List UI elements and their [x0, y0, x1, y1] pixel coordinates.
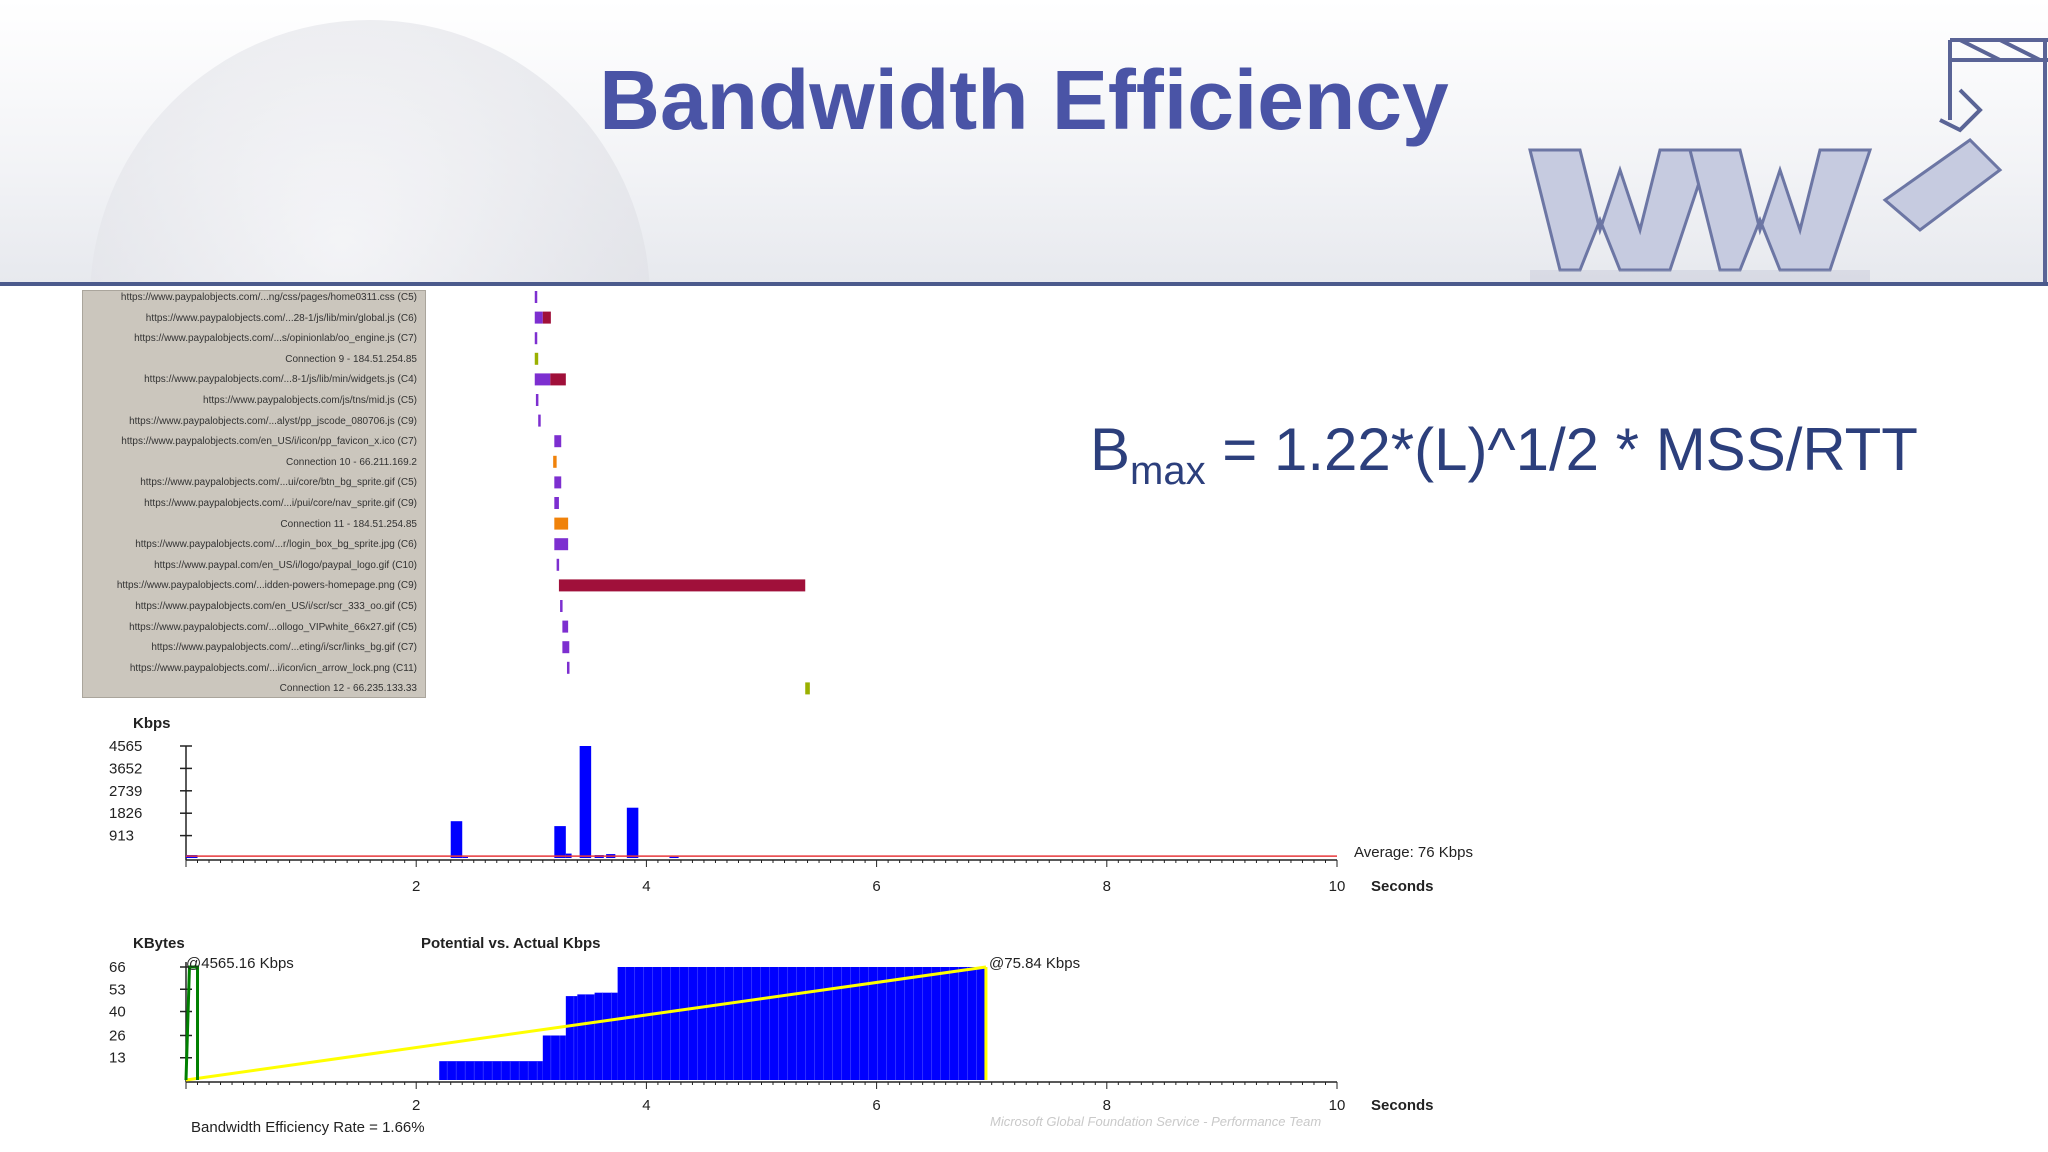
kbps-bar	[565, 853, 572, 858]
kbytes-xtick-label: 8	[1103, 1097, 1111, 1114]
kbytes-xtick-label: 2	[412, 1097, 420, 1114]
waterfall-row-label: https://www.paypalobjects.com/...ng/css/…	[120, 292, 417, 303]
waterfall-row-label: Connection 11 - 184.51.254.85	[280, 518, 417, 530]
waterfall-bar	[562, 620, 569, 633]
waterfall-bar	[554, 538, 569, 551]
waterfall-bar	[554, 497, 559, 509]
kbytes-ytick-label: 26	[109, 1027, 126, 1044]
kbps-bar	[626, 807, 639, 858]
kbytes-green-line	[184, 965, 200, 1081]
waterfall-bar	[805, 682, 810, 695]
kbytes-step-bar	[565, 996, 578, 1080]
kbps-ytick-label: 3652	[109, 760, 142, 777]
kbps-bar	[554, 826, 566, 858]
kbps-bar	[186, 855, 198, 858]
kbps-bar	[450, 821, 463, 858]
waterfall-bar	[535, 394, 539, 406]
kbps-ytick-label: 913	[109, 828, 134, 845]
slide-title: Bandwidth Efficiency	[599, 53, 1449, 147]
kbps-bar	[669, 856, 679, 858]
kbytes-ytick-label: 53	[109, 981, 126, 998]
waterfall-row-label: Connection 10 - 66.211.169.2	[285, 456, 417, 468]
waterfall-bar	[534, 311, 543, 324]
kbps-average-label: Average: 76 Kbps	[1354, 844, 1473, 861]
waterfall-row-label: https://www.paypalobjects.com/...8-1/js/…	[144, 374, 417, 386]
waterfall-row-label: https://www.paypalobjects.com/...ui/core…	[140, 477, 417, 489]
waterfall-row-label: https://www.paypalobjects.com/...idden-p…	[116, 580, 417, 592]
waterfall-bar	[534, 291, 538, 303]
waterfall-row-label: https://www.paypalobjects.com/en_US/i/ic…	[121, 436, 417, 448]
waterfall-row-label: https://www.paypalobjects.com/...s/opini…	[134, 333, 417, 345]
kbps-xtick-label: 2	[412, 878, 420, 895]
kbps-bar	[594, 855, 604, 858]
waterfall-row-label: https://www.paypal.com/en_US/i/logo/payp…	[154, 559, 417, 571]
waterfall-row-label: https://www.paypalobjects.com/...alyst/p…	[129, 415, 417, 427]
kbps-xlabel: Seconds	[1371, 878, 1434, 895]
waterfall-bar	[534, 352, 539, 365]
waterfall-row-label: https://www.paypalobjects.com/js/tns/mid…	[203, 395, 417, 406]
kbps-xtick-label: 6	[872, 878, 880, 895]
kbps-ytick-label: 4565	[109, 738, 142, 755]
kbps-ytick-label: 1826	[109, 805, 142, 822]
kbytes-step-bar	[542, 1035, 566, 1080]
waterfall-bar	[566, 661, 570, 674]
kbps-ylabel: Kbps	[133, 715, 171, 732]
www-logo	[1528, 38, 2048, 282]
waterfall-bar	[550, 373, 566, 386]
waterfall-bar	[553, 455, 557, 468]
kbytes-ylabel: KBytes	[133, 935, 185, 952]
waterfall-bar	[556, 558, 560, 571]
kbytes-ytick-label: 13	[109, 1050, 126, 1067]
kbps-bar	[579, 746, 592, 858]
waterfall-bar	[562, 641, 570, 654]
waterfall-row-label: https://www.paypalobjects.com/en_US/i/sc…	[135, 601, 417, 612]
waterfall-bar	[534, 373, 551, 386]
formula-rest: = 1.22*(L)^1/2 * MSS/RTT	[1205, 416, 1918, 483]
kbytes-step-bar	[577, 994, 595, 1080]
formula-base: B	[1090, 416, 1131, 483]
waterfall-bar	[542, 311, 551, 324]
header-divider	[0, 282, 2048, 286]
waterfall-bar	[538, 414, 541, 427]
waterfall-bar	[560, 600, 563, 612]
kbytes-ytick-label: 40	[109, 1004, 126, 1021]
kbps-xtick-label: 4	[642, 878, 650, 895]
waterfall-bar	[554, 517, 569, 530]
bandwidth-formula: Bmax = 1.22*(L)^1/2 * MSS/RTT	[1090, 415, 1918, 494]
kbytes-yellow-line	[185, 965, 987, 1082]
kbytes-xlabel: Seconds	[1371, 1097, 1434, 1114]
kbytes-step-bar	[439, 1061, 543, 1080]
waterfall-bar	[554, 435, 562, 448]
kbps-xtick-label: 8	[1103, 878, 1111, 895]
waterfall-bar	[534, 332, 538, 345]
waterfall-row-label: Connection 12 - 66.235.133.33	[279, 683, 417, 695]
slide-header: Bandwidth Efficiency	[0, 0, 2048, 282]
kbytes-peak-annotation: @4565.16 Kbps	[186, 955, 294, 972]
waterfall-row-label: https://www.paypalobjects.com/...28-1/js…	[145, 312, 417, 324]
waterfall-label-panel: https://www.paypalobjects.com/...ng/css/…	[82, 290, 426, 698]
formula-subscript: max	[1130, 449, 1206, 493]
waterfall-row-label: https://www.paypalobjects.com/...eting/i…	[151, 642, 417, 654]
kbytes-step-bar	[594, 992, 618, 1080]
waterfall-row-label: Connection 9 - 184.51.254.85	[285, 353, 417, 365]
waterfall-row-label: https://www.paypalobjects.com/...i/icon/…	[129, 662, 417, 674]
kbytes-xtick-label: 4	[642, 1097, 650, 1114]
waterfall-row-label: https://www.paypalobjects.com/...r/login…	[135, 539, 417, 551]
kbytes-end-annotation: @75.84 Kbps	[989, 955, 1080, 972]
waterfall-bar	[554, 476, 562, 489]
kbytes-step-bar	[617, 967, 986, 1080]
kbytes-title: Potential vs. Actual Kbps	[421, 935, 600, 952]
waterfall-bar	[558, 579, 806, 592]
kbps-bar	[606, 854, 616, 858]
kbps-bar	[462, 857, 468, 858]
waterfall-row-label: https://www.paypalobjects.com/...ollogo_…	[129, 621, 417, 633]
kbytes-efficiency-rate: Bandwidth Efficiency Rate = 1.66%	[191, 1119, 425, 1136]
kbps-ytick-label: 2739	[109, 783, 142, 800]
kbytes-xtick-label: 6	[872, 1097, 880, 1114]
footer-note: Microsoft Global Foundation Service - Pe…	[990, 1114, 1322, 1129]
waterfall-row-label: https://www.paypalobjects.com/...i/pui/c…	[144, 498, 417, 509]
kbps-xtick-label: 10	[1329, 878, 1346, 895]
kbytes-ytick-label: 66	[109, 959, 126, 976]
kbytes-xtick-label: 10	[1329, 1097, 1346, 1114]
